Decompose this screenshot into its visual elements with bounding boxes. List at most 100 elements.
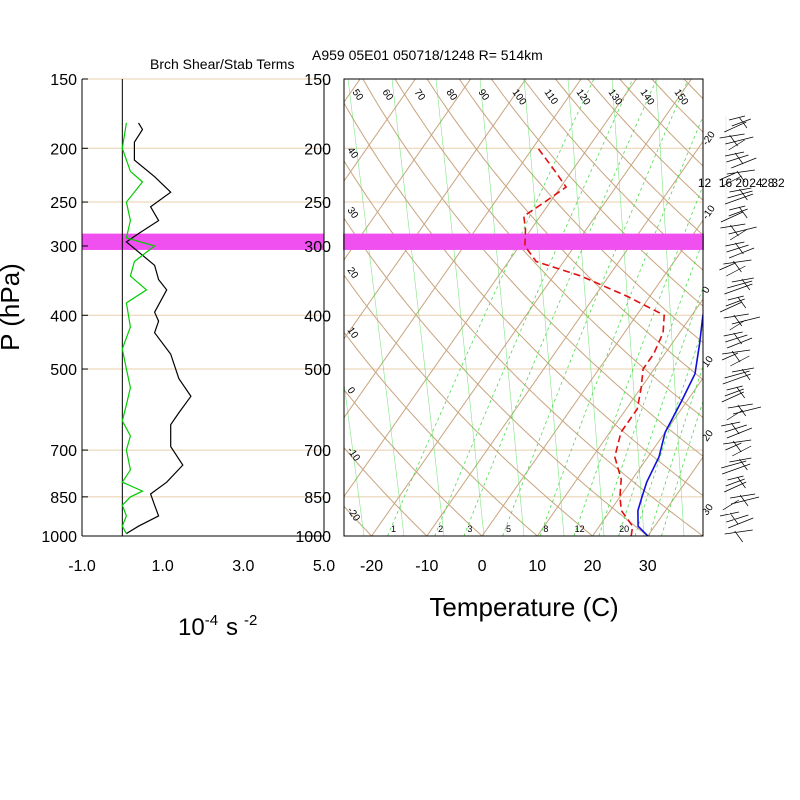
- adiabat-left-label: 30: [345, 205, 361, 221]
- skew-y-tick-label: 700: [304, 443, 331, 460]
- mixing-ratio-label: 28: [761, 176, 775, 190]
- skew-isotherm-line: [344, 79, 527, 340]
- skew-x-tick-label: 0: [478, 558, 487, 575]
- skew-dry-adiabat: [344, 505, 373, 536]
- left-series-group: [121, 122, 192, 535]
- left-x-tick-label: 3.0: [232, 558, 254, 575]
- skew-y-tick-label: 150: [304, 72, 331, 89]
- skew-mixing-ratio-line: [434, 79, 634, 536]
- skew-moist-adiabat: [435, 79, 485, 536]
- skew-isotherm-line: [426, 140, 703, 536]
- mixing-ratio-label: 24: [749, 176, 763, 190]
- adiabat-right-label: 0: [700, 284, 712, 295]
- skew-highlight-band: [343, 233, 704, 250]
- skew-dry-adiabat: [651, 79, 703, 133]
- skew-isotherm-line: [481, 219, 703, 536]
- skew-mixing-ratio-line: [539, 115, 703, 536]
- skew-x-tick-label: -10: [415, 558, 438, 575]
- left-y-tick-label: 200: [50, 141, 77, 158]
- left-panel-title: Brch Shear/Stab Terms: [150, 56, 294, 72]
- adiabat-label: 110: [542, 87, 560, 107]
- left-x-tick-labels: -1.0 1.0 3.0 5.0: [68, 558, 335, 575]
- left-y-tick-label: 150: [50, 72, 77, 89]
- adiabat-label: 70: [412, 87, 428, 103]
- left-y-tick-label: 300: [50, 239, 77, 256]
- skew-isotherm-line: [702, 535, 703, 536]
- y-axis-label: P (hPa): [0, 263, 25, 351]
- skew-dry-adiabat: [344, 389, 483, 536]
- skew-isotherm-grid: [0, 79, 703, 536]
- mixing-ratio-bottom-label: 2: [438, 524, 443, 534]
- left-isobar-grid: [82, 78, 324, 537]
- skew-adiabat-grid: [344, 62, 800, 547]
- skew-dry-adiabat: [344, 274, 594, 536]
- skew-x-tick-label: -20: [360, 558, 383, 575]
- adiabat-label: 60: [380, 87, 396, 103]
- left-x-axis-label: 10-4 s -2: [178, 612, 257, 641]
- skew-isotherm-line: [344, 79, 472, 261]
- mixing-ratio-bottom-label: 20: [619, 524, 629, 534]
- skew-x-tick-labels: -20 -10 0 10 20 30: [360, 558, 657, 575]
- skew-y-tick-label: 300: [304, 239, 331, 256]
- skew-dry-adiabat: [426, 79, 703, 381]
- adiabat-left-label: 0: [345, 385, 357, 396]
- skew-moist-adiabat: [347, 79, 405, 536]
- left-y-tick-label: 500: [50, 362, 77, 379]
- skew-isotherm-line: [344, 79, 416, 182]
- skew-dry-adiabat: [794, 62, 800, 547]
- mixing-ratio-bottom-label: 5: [506, 524, 511, 534]
- skew-mixing-ratio-line: [598, 239, 703, 536]
- skew-dry-adiabat: [683, 79, 703, 100]
- x-label-base: 10: [178, 614, 205, 641]
- adiabat-label: 140: [638, 87, 657, 107]
- skew-isotherm-line: [0, 79, 194, 536]
- skew-series-group: [522, 109, 703, 536]
- skew-mixing-ratio-line: [618, 286, 703, 536]
- left-x-tick-label: 1.0: [152, 558, 174, 575]
- skew-mixing-ratio-grid: [344, 79, 703, 536]
- mixing-ratio-label: 12: [698, 176, 712, 190]
- left-y-tick-labels: 150 200 250 300 400 500 700 850 1000: [41, 72, 88, 546]
- adiabat-label: 80: [444, 87, 460, 103]
- skew-isotherm-line: [344, 79, 637, 498]
- skew-moist-adiabat: [391, 79, 445, 536]
- left-series-line: [121, 122, 156, 534]
- skew-dry-adiabat: [344, 217, 649, 536]
- skew-x-tick-label: 30: [639, 558, 657, 575]
- left-highlight-band: [82, 233, 324, 250]
- adiabat-label: 90: [476, 87, 492, 103]
- skew-isotherm-line: [536, 298, 703, 536]
- skew-y-tick-label: 850: [304, 490, 331, 507]
- skew-isotherm-line: [647, 456, 703, 536]
- adiabat-label: 130: [606, 87, 625, 107]
- mixing-ratio-bottom-label: 3: [467, 524, 472, 534]
- adiabat-label: 100: [510, 87, 529, 107]
- skew-mixing-ratio-line: [573, 184, 703, 536]
- skew-isotherm-line: [592, 377, 703, 536]
- skew-y-tick-label: 250: [304, 195, 331, 212]
- adiabat-left-label: -10: [345, 445, 363, 464]
- mixing-ratio-bottom-label: 1: [391, 524, 396, 534]
- left-y-tick-label: 1000: [41, 529, 77, 546]
- skew-isotherm-line: [0, 79, 250, 536]
- skew-isotherm-line: [371, 79, 692, 536]
- skew-isotherm-line: [0, 79, 305, 536]
- adiabat-left-label: 10: [345, 325, 361, 341]
- mixing-ratio-label: 16: [719, 176, 733, 190]
- skew-dry-adiabat: [522, 79, 703, 271]
- skew-x-axis-label: Temperature (C): [429, 592, 618, 622]
- skew-moist-adiabat: [479, 79, 525, 536]
- skew-dry-adiabat: [731, 62, 800, 547]
- skew-dry-adiabat: [458, 79, 703, 344]
- skew-panel-title: A959 05E01 050718/1248 R= 514km: [312, 47, 543, 63]
- skew-dry-adiabat: [362, 79, 703, 457]
- left-y-tick-label: 850: [50, 490, 77, 507]
- mixing-ratio-label: 32: [771, 176, 785, 190]
- skew-y-tick-label: 200: [304, 141, 331, 158]
- skew-y-tick-labels: 150 200 250 300 400 500 700 850 1000: [295, 72, 331, 546]
- left-series-line: [125, 122, 192, 535]
- skew-dry-adiabat: [763, 62, 800, 547]
- temperature-profile: [637, 109, 703, 536]
